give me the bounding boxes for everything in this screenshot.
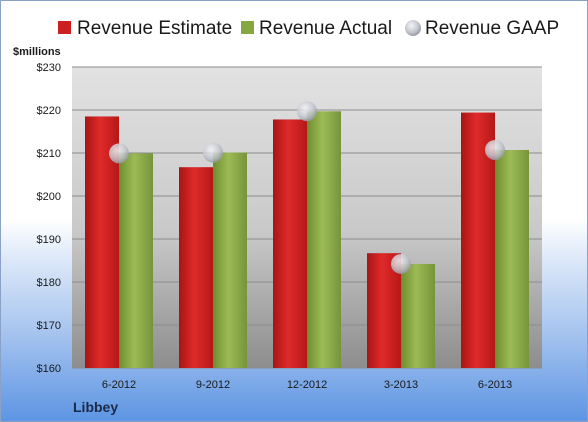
bar-revenue-estimate [273, 119, 307, 369]
marker-revenue-gaap [485, 139, 505, 160]
legend-label-gaap: Revenue GAAP [425, 18, 559, 39]
y-tick-label: $230 [37, 62, 61, 74]
legend-label-actual: Revenue Actual [259, 18, 392, 39]
bar-revenue-actual [119, 153, 153, 368]
x-axis-ticks: 6-2012 9-2012 12-2012 3-2013 6-2013 [102, 379, 512, 391]
y-tick-label: $160 [37, 363, 61, 375]
y-tick-label: $190 [37, 234, 61, 246]
x-tick-label: 9-2012 [196, 379, 230, 391]
y-tick-label: $180 [37, 277, 61, 289]
y-tick-label: $220 [37, 105, 61, 117]
y-axis-ticks: $160 $170 $180 $190 $200 $210 $220 $230 [37, 62, 61, 375]
legend-marker-gaap [405, 20, 421, 36]
y-axis-label: $millions [13, 46, 61, 58]
marker-revenue-gaap [203, 142, 223, 163]
legend-swatch-actual [241, 21, 254, 34]
x-tick-label: 12-2012 [287, 379, 327, 391]
bar-revenue-estimate [179, 167, 213, 368]
bar-revenue-actual [495, 149, 529, 368]
company-name: Libbey [73, 399, 119, 415]
y-tick-label: $200 [37, 191, 61, 203]
bar-revenue-actual [213, 152, 247, 368]
marker-revenue-gaap [109, 143, 129, 164]
y-tick-label: $170 [37, 320, 61, 332]
marker-revenue-gaap [391, 253, 411, 274]
bar-revenue-actual [401, 263, 435, 368]
x-tick-label: 3-2013 [384, 379, 418, 391]
bars [85, 111, 529, 369]
legend-label-estimate: Revenue Estimate [77, 18, 232, 39]
bar-revenue-estimate [367, 253, 401, 368]
x-tick-label: 6-2012 [102, 379, 136, 391]
x-tick-label: 6-2013 [478, 379, 512, 391]
legend: Revenue Estimate Revenue Actual Revenue … [58, 18, 559, 39]
bar-revenue-actual [307, 111, 341, 368]
gaap-markers [109, 101, 505, 274]
marker-revenue-gaap [297, 101, 317, 122]
y-tick-label: $210 [37, 148, 61, 160]
legend-swatch-estimate [58, 21, 71, 34]
